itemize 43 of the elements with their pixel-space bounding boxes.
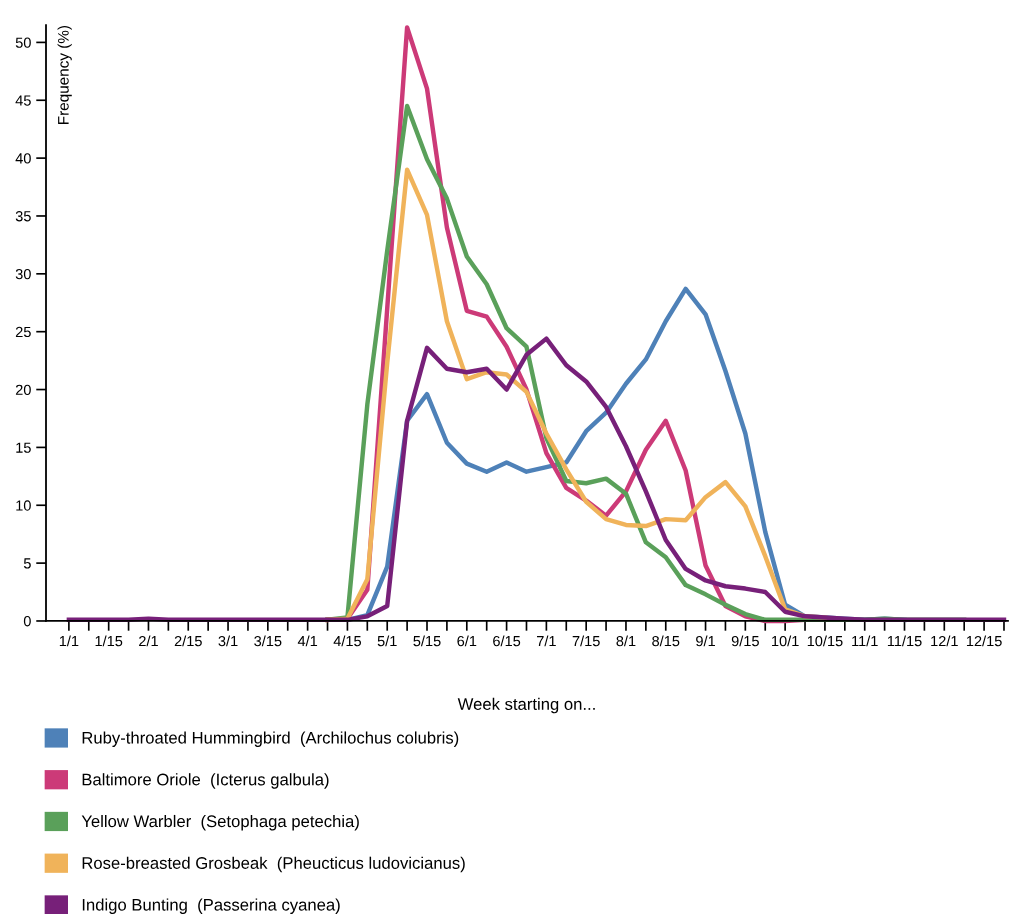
legend-label: Yellow Warbler (Setophaga petechia): [81, 814, 359, 831]
x-tick-label: 5/15: [413, 635, 441, 647]
x-tick-label: 10/15: [807, 635, 843, 647]
y-tick-label: 30: [15, 268, 31, 280]
x-tick-label: 3/15: [254, 635, 282, 647]
x-tick-label: 7/15: [572, 635, 600, 647]
x-tick-label: 7/1: [536, 635, 556, 647]
x-axis-title: Week starting on...: [457, 697, 595, 714]
x-tick-label: 4/1: [297, 635, 318, 647]
x-tick-label: 3/1: [218, 635, 238, 647]
x-tick-label: 9/1: [696, 635, 715, 647]
x-tick-label: 5/1: [377, 635, 397, 647]
legend-label: Ruby-throated Hummingbird (Archilochus colubris): [82, 731, 459, 747]
x-tick-label: 12/15: [966, 635, 1002, 647]
x-tick-label: 6/1: [457, 635, 477, 647]
y-tick-label: 35: [15, 211, 31, 222]
y-tick-label: 15: [16, 442, 31, 453]
x-tick-label: 9/15: [731, 635, 759, 647]
legend-label: Rose-breasted Grosbeak (Pheucticus ludovicianus): [82, 856, 465, 873]
y-tick-label: 0: [23, 616, 31, 627]
x-tick-label: 11/15: [887, 635, 922, 647]
x-tick-label: 12/1: [931, 635, 958, 647]
y-tick-label: 5: [23, 558, 31, 569]
y-tick-label: 45: [15, 95, 31, 106]
x-tick-label: 8/1: [616, 635, 636, 647]
x-tick-label: 4/15: [333, 635, 361, 647]
legend-label: Indigo Bunting (Passerina cyanea): [82, 898, 340, 914]
x-tick-label: 2/1: [139, 635, 158, 647]
y-tick-label: 10: [16, 500, 31, 511]
y-tick-label: 25: [15, 326, 31, 338]
x-tick-label: 8/15: [652, 635, 680, 647]
x-tick-label: 1/1: [59, 635, 79, 647]
x-tick-label: 2/15: [174, 635, 202, 647]
x-tick-label: 1/15: [95, 635, 123, 647]
x-tick-label: 10/1: [772, 635, 799, 647]
y-axis-title: Frequency (%): [57, 25, 72, 124]
x-tick-label: 11/1: [852, 635, 878, 647]
y-tick-label: 40: [15, 153, 31, 164]
y-tick-label: 50: [15, 37, 31, 48]
line-series: [66, 336, 1007, 623]
y-tick-label: 20: [15, 384, 31, 395]
x-tick-label: 6/15: [493, 635, 521, 647]
legend-label: Baltimore Oriole (Icterus galbula): [82, 773, 329, 789]
